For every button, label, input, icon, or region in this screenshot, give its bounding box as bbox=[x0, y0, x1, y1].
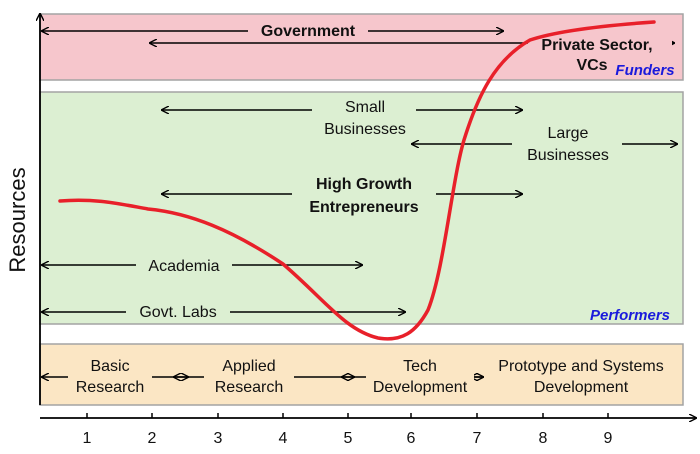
x-tick-3: 3 bbox=[214, 430, 223, 447]
x-tick-9: 9 bbox=[604, 430, 613, 447]
large-business-label-line1: Large bbox=[548, 125, 589, 142]
x-tick-marks bbox=[86, 413, 609, 418]
tech-development-label-line2: Development bbox=[373, 379, 468, 396]
prototype-label-line2: Development bbox=[534, 379, 629, 396]
x-tick-8: 8 bbox=[539, 430, 548, 447]
applied-research-label-line1: Applied bbox=[222, 358, 275, 375]
prototype-label-bg bbox=[484, 354, 678, 396]
y-axis-label: Resources bbox=[5, 167, 30, 272]
x-tick-6: 6 bbox=[407, 430, 416, 447]
academia-label-bg bbox=[136, 255, 232, 277]
government-label: Government bbox=[261, 23, 356, 40]
small-business-label-line1: Small bbox=[345, 99, 385, 116]
large-business-label-line2: Businesses bbox=[527, 147, 609, 164]
high-growth-label-bg bbox=[292, 172, 436, 216]
govt-labs-label: Govt. Labs bbox=[139, 304, 216, 321]
x-tick-5: 5 bbox=[344, 430, 353, 447]
resource-curve bbox=[58, 20, 656, 341]
large-business-label-bg bbox=[512, 122, 622, 164]
performers-label: Performers bbox=[590, 307, 670, 324]
private-sector-label-line2: VCs bbox=[576, 57, 607, 74]
tech-development-label-bg bbox=[366, 354, 474, 396]
applied-research-label-line2: Research bbox=[215, 379, 283, 396]
x-tick-4: 4 bbox=[279, 430, 288, 447]
applied-research-label-bg bbox=[204, 354, 294, 396]
x-tick-2: 2 bbox=[148, 430, 157, 447]
high-growth-label-line1: High Growth bbox=[316, 176, 412, 193]
private-sector-label-bg bbox=[528, 35, 672, 71]
funders-label: Funders bbox=[615, 62, 674, 79]
high-growth-label-line2: Entrepreneurs bbox=[309, 199, 418, 216]
basic-research-label-line2: Research bbox=[76, 379, 144, 396]
prototype-label-line1: Prototype and Systems bbox=[498, 358, 663, 375]
academia-label: Academia bbox=[148, 258, 219, 275]
government-label-bg bbox=[248, 20, 368, 42]
private-sector-label-line1: Private Sector, bbox=[541, 37, 652, 54]
small-business-label-line2: Businesses bbox=[324, 121, 406, 138]
basic-research-label-bg bbox=[68, 354, 152, 396]
tech-development-label-line1: Tech bbox=[403, 358, 437, 375]
govt-labs-label-bg bbox=[126, 301, 230, 323]
x-tick-1: 1 bbox=[83, 430, 92, 447]
basic-research-label-line1: Basic bbox=[90, 358, 129, 375]
x-tick-7: 7 bbox=[473, 430, 482, 447]
small-business-label-bg bbox=[312, 96, 416, 138]
